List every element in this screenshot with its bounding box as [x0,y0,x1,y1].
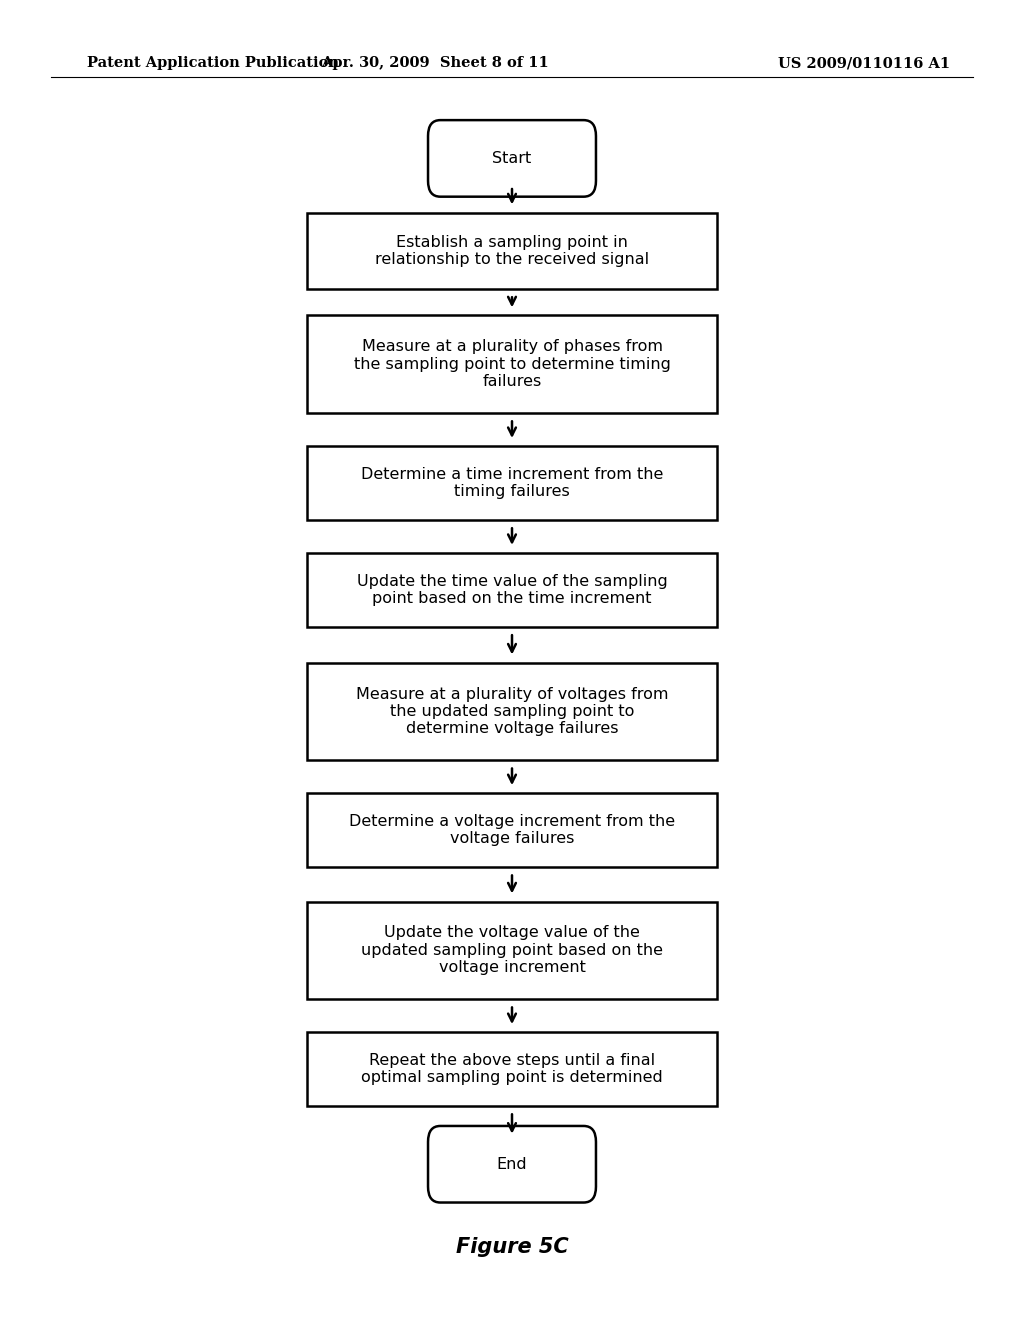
Text: Update the time value of the sampling
point based on the time increment: Update the time value of the sampling po… [356,574,668,606]
Bar [307,1032,717,1106]
Text: End: End [497,1156,527,1172]
Text: Update the voltage value of the
updated sampling point based on the
voltage incr: Update the voltage value of the updated … [361,925,663,975]
Bar [307,793,717,867]
Text: Determine a voltage increment from the
voltage failures: Determine a voltage increment from the v… [349,814,675,846]
Bar [307,553,717,627]
Bar [307,902,717,999]
Bar [307,315,717,413]
Text: Apr. 30, 2009  Sheet 8 of 11: Apr. 30, 2009 Sheet 8 of 11 [322,57,549,70]
FancyBboxPatch shape [428,1126,596,1203]
Bar [307,213,717,289]
Text: Figure 5C: Figure 5C [456,1237,568,1258]
Text: Measure at a plurality of phases from
the sampling point to determine timing
fai: Measure at a plurality of phases from th… [353,339,671,389]
Text: Patent Application Publication: Patent Application Publication [87,57,339,70]
FancyBboxPatch shape [428,120,596,197]
Text: Repeat the above steps until a final
optimal sampling point is determined: Repeat the above steps until a final opt… [361,1053,663,1085]
Text: Measure at a plurality of voltages from
the updated sampling point to
determine : Measure at a plurality of voltages from … [355,686,669,737]
Text: Start: Start [493,150,531,166]
Text: Determine a time increment from the
timing failures: Determine a time increment from the timi… [360,467,664,499]
Bar [307,663,717,760]
Text: US 2009/0110116 A1: US 2009/0110116 A1 [778,57,950,70]
Bar [307,446,717,520]
Text: Establish a sampling point in
relationship to the received signal: Establish a sampling point in relationsh… [375,235,649,267]
